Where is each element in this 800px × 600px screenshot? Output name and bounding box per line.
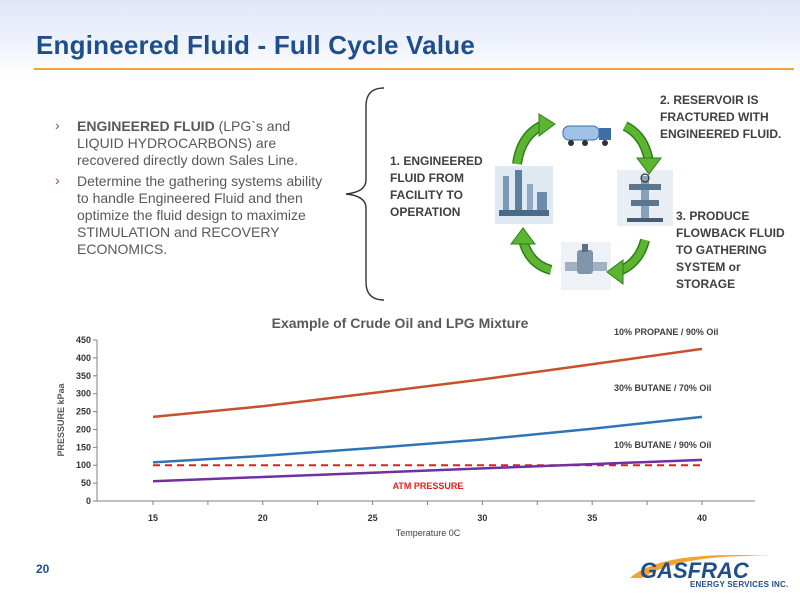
y-tick-label: 450: [76, 335, 91, 345]
cycle-diagram: [495, 113, 673, 290]
bullet-text: Determine the gathering systems ability …: [77, 173, 323, 257]
y-tick-label: 300: [76, 389, 91, 399]
header-band: [0, 0, 800, 75]
curly-brace-icon: [345, 87, 385, 301]
page-number: 20: [36, 562, 50, 576]
logo-tagline: ENERGY SERVICES INC.: [690, 580, 789, 589]
y-tick-label: 50: [81, 478, 91, 488]
y-tick-label: 150: [76, 442, 91, 452]
tanker-truck-icon: [562, 125, 611, 146]
pressure-chart: Example of Crude Oil and LPG Mixture PRE…: [56, 315, 755, 538]
series-label: 10% PROPANE / 90% Oil: [614, 327, 718, 337]
x-tick-label: 25: [368, 513, 378, 523]
x-axis-label: Temperature 0C: [396, 528, 461, 538]
bullet-list: › ENGINEERED FLUID (LPG`s and LIQUID HYD…: [55, 117, 335, 262]
cycle-step-3: 3. PRODUCE FLOWBACK FLUID TO GATHERING S…: [676, 209, 785, 291]
cycle-step-1: 1. ENGINEERED FLUID FROM FACILITY TO OPE…: [390, 154, 483, 219]
wellhead-icon: [617, 170, 673, 226]
x-tick-label: 35: [587, 513, 597, 523]
svg-text:GASFRAC: GASFRAC: [640, 558, 750, 583]
title-underline: [34, 68, 794, 70]
pipeline-valve-icon: [561, 242, 611, 290]
cycle-arrow-icon: [510, 227, 553, 275]
y-tick-label: 400: [76, 353, 91, 363]
y-axis-label: PRESSURE kPaa: [56, 382, 66, 456]
bullet-bold-text: ENGINEERED FLUID: [77, 118, 215, 134]
bullet-marker-icon: ›: [55, 117, 60, 133]
facility-icon: [495, 166, 553, 224]
gasfrac-logo: GASFRAC: [630, 554, 770, 583]
y-tick-label: 350: [76, 371, 91, 381]
cycle-arrow-icon: [622, 121, 662, 175]
series-line: [152, 347, 703, 419]
bullet-text: (LPG`s and LIQUID HYDROCARBONS) are reco…: [77, 118, 299, 168]
cycle-step-2: 2. RESERVOIR IS FRACTURED WITH ENGINEERE…: [660, 93, 782, 141]
series-line: [152, 458, 703, 483]
x-tick-label: 30: [477, 513, 487, 523]
y-tick-label: 0: [86, 496, 91, 506]
y-tick-label: 250: [76, 407, 91, 417]
cycle-arrow-icon: [512, 113, 556, 165]
series-line: [152, 415, 703, 464]
bullet-item: › ENGINEERED FLUID (LPG`s and LIQUID HYD…: [55, 117, 335, 169]
y-tick-label: 100: [76, 460, 91, 470]
cycle-arrow-icon: [606, 238, 650, 285]
bullet-marker-icon: ›: [55, 172, 60, 188]
x-tick-label: 40: [697, 513, 707, 523]
bullet-item: › Determine the gathering systems abilit…: [55, 172, 335, 258]
slide-title: Engineered Fluid - Full Cycle Value: [36, 30, 475, 60]
series-label: 10% BUTANE / 90% Oil: [614, 440, 711, 450]
x-tick-label: 15: [148, 513, 158, 523]
chart-title: Example of Crude Oil and LPG Mixture: [272, 315, 529, 331]
atm-pressure-label: ATM PRESSURE: [393, 481, 464, 491]
x-tick-label: 20: [258, 513, 268, 523]
series-label: 30% BUTANE / 70% Oil: [614, 383, 711, 393]
y-tick-label: 200: [76, 424, 91, 434]
